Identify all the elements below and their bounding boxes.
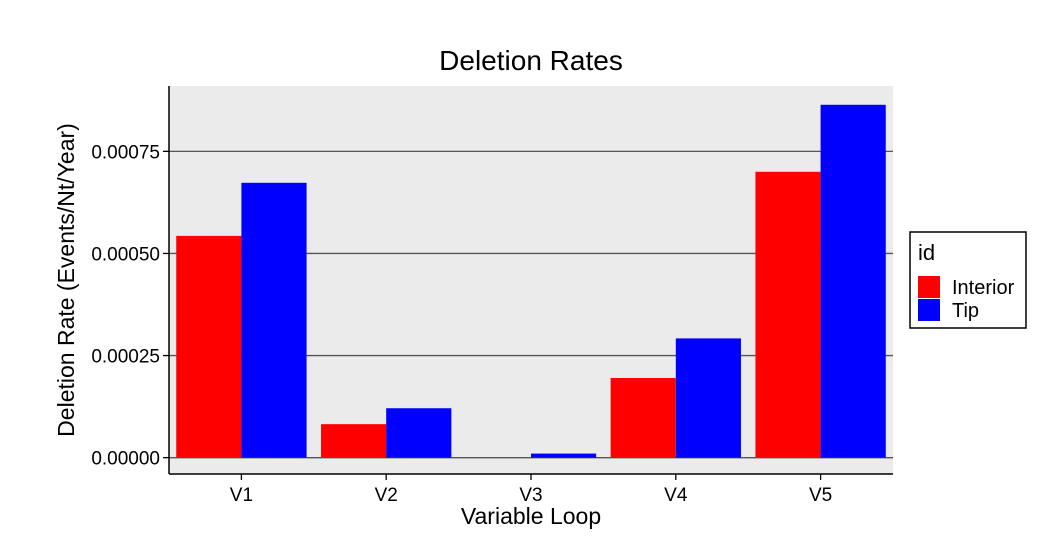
y-axis-ticks: 0.00000 0.00025 0.00050 0.00075: [91, 142, 169, 470]
x-tick-label: V2: [375, 485, 398, 506]
bar-tip-v5: [820, 104, 886, 458]
y-tick-label: 0.00050: [91, 244, 160, 265]
bar-tip-v2: [386, 408, 452, 458]
y-axis-title: Deletion Rate (Events/Nt/Year): [53, 123, 79, 437]
y-tick-label: 0.00000: [91, 449, 160, 470]
x-axis-ticks: V1 V2 V3 V4 V5: [230, 474, 832, 506]
x-tick-label: V5: [809, 485, 832, 506]
bar-tip-v1: [241, 182, 307, 458]
bar-tip-v3: [531, 453, 597, 458]
x-tick-label: V4: [664, 485, 688, 506]
bar-interior-v1: [176, 235, 242, 458]
x-tick-label: V3: [519, 485, 542, 506]
legend-swatch-tip: [918, 299, 940, 321]
bar-interior-v2: [321, 424, 387, 458]
legend-label-interior: Interior: [952, 277, 1015, 299]
y-tick-label: 0.00025: [91, 347, 160, 368]
legend-title: id: [918, 240, 935, 265]
bar-interior-v4: [610, 378, 676, 458]
bar-interior-v5: [755, 171, 821, 458]
chart-title: Deletion Rates: [439, 45, 623, 76]
y-tick-label: 0.00075: [91, 142, 160, 163]
x-axis-title: Variable Loop: [461, 503, 601, 529]
bars: [176, 104, 886, 458]
x-tick-label: V1: [230, 485, 253, 506]
bar-tip-v4: [675, 338, 741, 458]
legend-label-tip: Tip: [952, 300, 979, 322]
legend-swatch-interior: [918, 276, 940, 298]
